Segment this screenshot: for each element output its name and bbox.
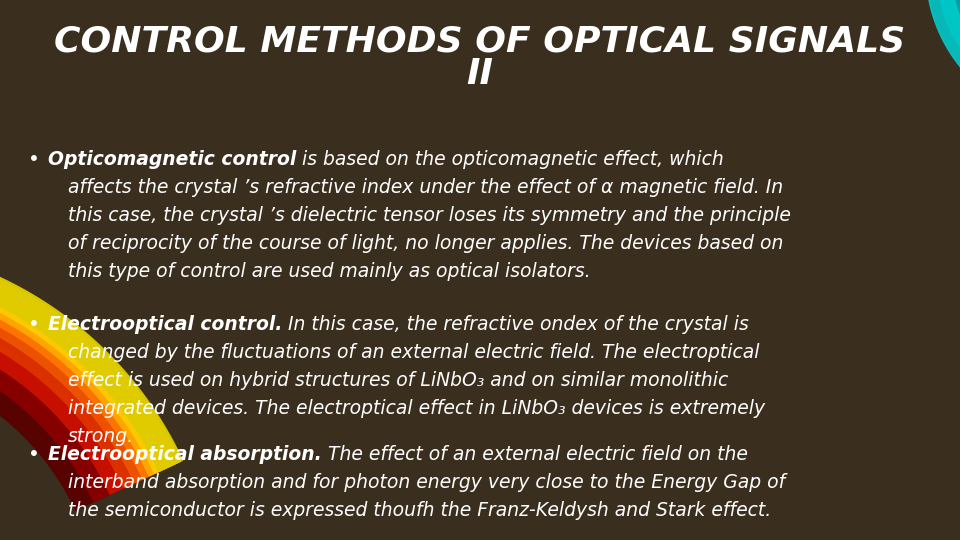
Polygon shape bbox=[0, 272, 156, 488]
Text: Opticomagnetic control: Opticomagnetic control bbox=[48, 150, 297, 169]
Text: changed by the fluctuations of an external electric field. The electroptical: changed by the fluctuations of an extern… bbox=[68, 343, 759, 362]
Polygon shape bbox=[0, 254, 172, 479]
Text: •: • bbox=[28, 445, 40, 464]
Text: II: II bbox=[467, 57, 493, 91]
Text: CONTROL METHODS OF OPTICAL SIGNALS: CONTROL METHODS OF OPTICAL SIGNALS bbox=[55, 25, 905, 59]
Text: this case, the crystal ’s dielectric tensor loses its symmetry and the principle: this case, the crystal ’s dielectric ten… bbox=[68, 206, 791, 225]
Text: strong.: strong. bbox=[68, 427, 134, 447]
Text: •: • bbox=[28, 315, 40, 334]
Text: The effect of an external electric field on the: The effect of an external electric field… bbox=[322, 445, 748, 464]
Polygon shape bbox=[926, 0, 960, 79]
Polygon shape bbox=[0, 262, 164, 483]
Polygon shape bbox=[0, 248, 178, 476]
Text: affects the crystal ’s refractive index under the effect of α magnetic field. In: affects the crystal ’s refractive index … bbox=[68, 178, 783, 197]
Text: effect is used on hybrid structures of LiNbO₃ and on similar monolithic: effect is used on hybrid structures of L… bbox=[68, 371, 729, 390]
Text: of reciprocity of the course of light, no longer applies. The devices based on: of reciprocity of the course of light, n… bbox=[68, 234, 783, 253]
Text: integrated devices. The electroptical effect in LiNbO₃ devices is extremely: integrated devices. The electroptical ef… bbox=[68, 399, 765, 418]
Polygon shape bbox=[0, 302, 129, 502]
Polygon shape bbox=[0, 244, 180, 474]
Polygon shape bbox=[937, 0, 960, 71]
Polygon shape bbox=[0, 320, 112, 510]
Text: is based on the opticomagnetic effect, which: is based on the opticomagnetic effect, w… bbox=[297, 150, 724, 169]
Text: Electrooptical absorption.: Electrooptical absorption. bbox=[48, 445, 322, 464]
Text: interband absorption and for photon energy very close to the Energy Gap of: interband absorption and for photon ener… bbox=[68, 473, 785, 492]
Polygon shape bbox=[950, 0, 960, 62]
Text: the semiconductor is expressed thoufh the Franz-Keldysh and Stark effect.: the semiconductor is expressed thoufh th… bbox=[68, 501, 771, 520]
Text: this type of control are used mainly as optical isolators.: this type of control are used mainly as … bbox=[68, 262, 590, 281]
Text: Electrooptical control.: Electrooptical control. bbox=[48, 315, 282, 334]
Text: •: • bbox=[28, 150, 40, 169]
Text: In this case, the refractive ondex of the crystal is: In this case, the refractive ondex of th… bbox=[282, 315, 749, 334]
Polygon shape bbox=[0, 242, 182, 471]
Polygon shape bbox=[0, 285, 144, 494]
